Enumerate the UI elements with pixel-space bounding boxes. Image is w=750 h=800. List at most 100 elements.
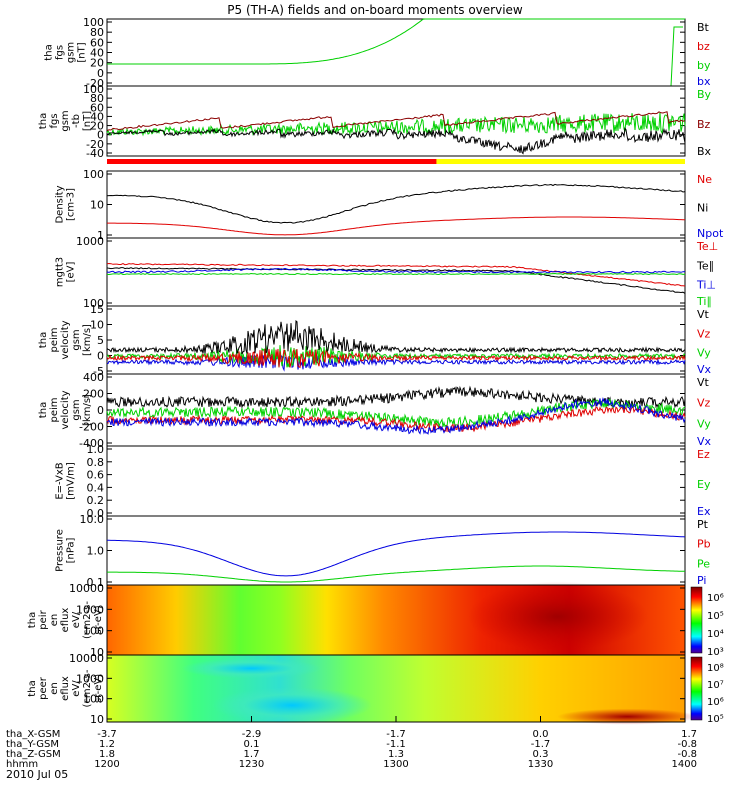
- y-tick-label: 80: [90, 92, 104, 105]
- panel-frame: [106, 18, 686, 87]
- y-axis-label-line: gsm: [60, 110, 71, 131]
- y-axis-label-line: (cm2-s-: [82, 601, 93, 639]
- mode-bar-yellow: [436, 159, 685, 164]
- y-tick-label: 0.8: [87, 456, 105, 469]
- series-tepar-curve: [106, 267, 686, 294]
- y-tick-label: 0: [97, 67, 104, 80]
- legend-ey: Ey: [697, 478, 711, 491]
- series-bx-curve: [106, 127, 686, 155]
- colorbar-label: 10⁶: [707, 593, 724, 604]
- legend-vy: Vy: [697, 347, 711, 360]
- y-axis-label: Pressure[nPa]: [55, 529, 77, 572]
- spectrogram-low-flux-upper: [181, 658, 322, 679]
- legend-ti⊥: Ti⊥: [696, 279, 716, 292]
- y-tick-label: 0.2: [87, 494, 105, 507]
- x-row-value: -3.7: [97, 729, 117, 740]
- x-row-value: 0.1: [244, 739, 260, 750]
- x-row-value: 1.2: [99, 739, 115, 750]
- y-tick-label: 100: [83, 625, 104, 638]
- y-tick-label: 100: [83, 16, 104, 29]
- y-tick-label: 0: [97, 350, 104, 363]
- y-tick-label: -40: [86, 147, 104, 160]
- x-row-value: -1.7: [531, 739, 551, 750]
- y-tick-label: 10.0: [80, 513, 105, 526]
- x-row-label: hhmm: [6, 759, 38, 770]
- y-axis-label-line: -tb: [71, 114, 82, 128]
- y-tick-label: 0.0: [87, 507, 105, 520]
- y-axis-label-line: sr-eV): [93, 605, 104, 634]
- y-tick-label: 0.6: [87, 469, 105, 482]
- y-tick-label: 10000: [69, 582, 104, 595]
- y-axis-label-line: [nT]: [77, 42, 88, 62]
- series-ni-curve: [106, 183, 686, 224]
- y-tick-label: 1.0: [87, 545, 105, 558]
- y-axis-label-line: [eV]: [66, 262, 77, 283]
- y-axis-label-line: velocity: [60, 320, 71, 359]
- series-pi-curve: [107, 531, 686, 577]
- colorbar-label: 10⁶: [707, 697, 724, 708]
- x-row-value: 1.8: [99, 749, 115, 760]
- series-vx-curve: [106, 397, 686, 435]
- y-axis-label-line: en: [49, 614, 60, 627]
- spectrogram-peak: [467, 581, 648, 652]
- x-row-value: 1.7: [681, 729, 697, 740]
- y-tick-label: 60: [90, 101, 104, 114]
- panel-8: 10.0 1.0 0.1 Pressure[nPa] Pt Pb Pe Pi: [55, 513, 711, 589]
- legend-te∥: Te∥: [696, 259, 714, 272]
- figure-title: P5 (TH-A) fields and on-board moments ov…: [227, 3, 523, 17]
- legend-vz: Vz: [697, 327, 711, 340]
- y-tick-label: 10: [90, 319, 104, 332]
- legend-vt: Vt: [697, 308, 710, 321]
- legend-vx: Vx: [697, 363, 712, 376]
- spectrogram-low-flux: [211, 687, 372, 724]
- panel-9: 10⁶ 10⁵ 10⁴ 10³ 10000 1000 100 10 thapeireneflux…: [27, 581, 724, 659]
- legend-bz: Bz: [697, 118, 711, 131]
- y-axis-label: thafgsgsm[nT]: [44, 42, 88, 63]
- legend-vt: Vt: [697, 376, 710, 389]
- y-tick-label: -5: [93, 365, 104, 378]
- y-axis-label-line: velocity: [60, 390, 71, 429]
- y-axis-label-line: [nPa]: [66, 537, 77, 563]
- y-axis-label-line: peim: [49, 397, 60, 422]
- y-tick-label: 0.1: [87, 576, 105, 589]
- y-axis-label-line: gsm: [66, 42, 77, 63]
- y-tick-label: 1000: [76, 603, 104, 616]
- series-ne-curve: [107, 216, 686, 236]
- panel-frame: [106, 445, 686, 517]
- y-tick-label: 0: [97, 404, 104, 417]
- legend-ni: Ni: [697, 202, 708, 215]
- date-label: 2010 Jul 05: [6, 768, 68, 781]
- y-axis-label-line: tha: [27, 612, 38, 628]
- x-row-value: -0.8: [677, 749, 697, 760]
- legend-te⊥: Te⊥: [696, 240, 718, 253]
- y-tick-label: -400: [79, 437, 104, 450]
- legend-pt: Pt: [697, 518, 709, 531]
- panel-10: 10⁸ 10⁷ 10⁶ 10⁵ 10000 1000 100 10 thapeereneflux…: [27, 652, 724, 726]
- series-teperp-curve: [106, 262, 686, 287]
- y-axis-label-line: peim: [49, 327, 60, 352]
- legend-vx: Vx: [697, 435, 712, 448]
- y-axis-label-line: [km/s]: [82, 324, 93, 356]
- y-axis-label-line: [cm-3]: [66, 188, 77, 221]
- y-axis-label-line: eV/: [71, 611, 82, 628]
- y-axis-label: thapeimvelocitygsm[km/s]: [38, 390, 93, 429]
- y-tick-label: 1: [97, 229, 104, 242]
- colorbar: [690, 656, 703, 721]
- y-axis-label-line: tha: [38, 332, 49, 348]
- y-axis-label-line: sr-eV): [93, 674, 104, 703]
- series-vt-curve: [106, 385, 686, 409]
- y-tick-label: -20: [86, 138, 104, 151]
- legend-ti∥: Ti∥: [696, 295, 712, 308]
- y-axis-label-line: Density: [55, 185, 66, 223]
- y-tick-label: 40: [90, 110, 104, 123]
- y-axis-label-line: gsm: [71, 329, 82, 350]
- x-row-value: -1.7: [386, 729, 406, 740]
- series-vt-curve: [106, 320, 686, 355]
- y-axis-label: mgtt3[eV]: [55, 257, 77, 287]
- y-axis-label: thapeirenefluxeV/(cm2-s-sr-eV): [27, 601, 104, 639]
- series-by-curve: [106, 112, 686, 137]
